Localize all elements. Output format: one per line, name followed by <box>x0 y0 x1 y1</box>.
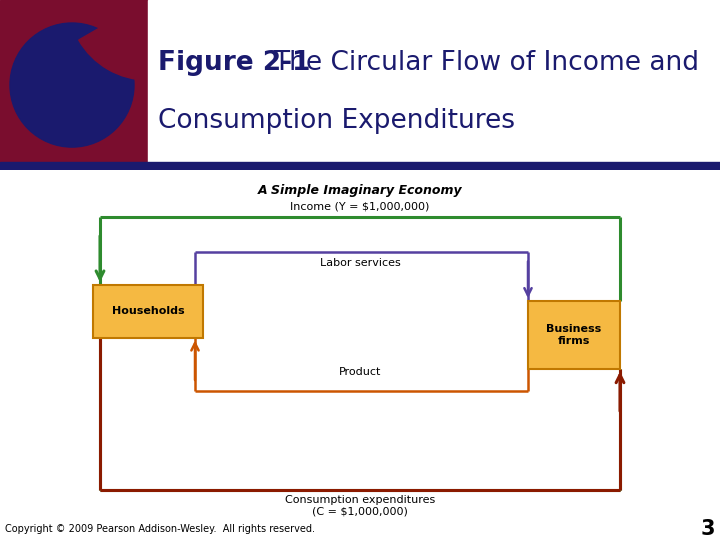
Text: Figure 2-1: Figure 2-1 <box>158 50 310 76</box>
Text: Consumption Expenditures: Consumption Expenditures <box>158 108 515 134</box>
Bar <box>148 0 151 170</box>
Circle shape <box>10 23 134 147</box>
FancyBboxPatch shape <box>93 285 203 338</box>
Text: Copyright © 2009 Pearson Addison-Wesley.  All rights reserved.: Copyright © 2009 Pearson Addison-Wesley.… <box>5 524 315 534</box>
Text: 3: 3 <box>701 519 715 539</box>
Bar <box>0 0 148 170</box>
Wedge shape <box>78 0 148 80</box>
Text: A Simple Imaginary Economy: A Simple Imaginary Economy <box>258 184 462 197</box>
Text: The Circular Flow of Income and: The Circular Flow of Income and <box>273 50 699 76</box>
Text: Labor services: Labor services <box>320 258 400 268</box>
Bar <box>0 162 720 170</box>
Text: Business
firms: Business firms <box>546 324 602 346</box>
FancyBboxPatch shape <box>528 301 620 369</box>
Text: Income (Y = $1,000,000): Income (Y = $1,000,000) <box>290 201 430 212</box>
Text: Product: Product <box>339 368 381 377</box>
Text: Households: Households <box>112 306 184 316</box>
Text: Consumption expenditures
(C = $1,000,000): Consumption expenditures (C = $1,000,000… <box>285 495 435 516</box>
